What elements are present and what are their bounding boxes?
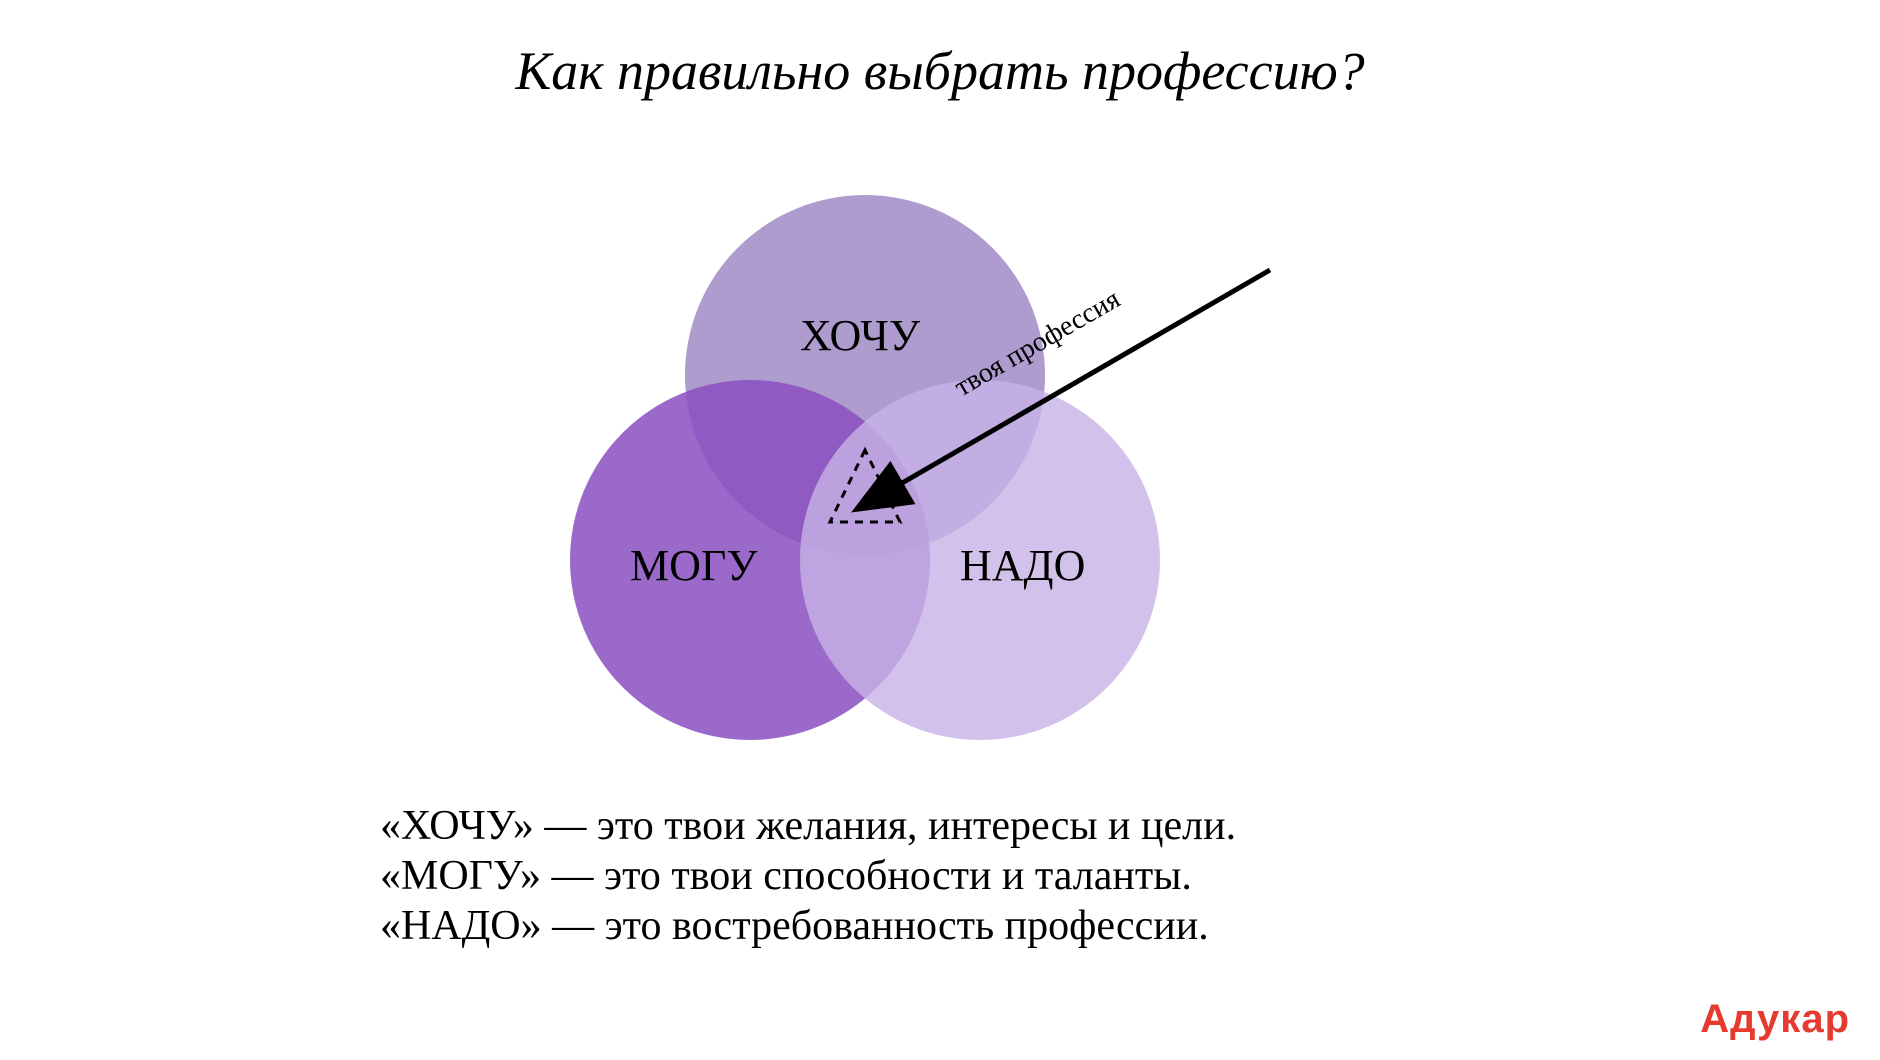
venn-diagram: ХОЧУ МОГУ НАДО твоя профессия: [490, 140, 1390, 780]
venn-label-right: НАДО: [960, 540, 1085, 591]
brand-logo: Адукар: [1700, 997, 1850, 1042]
venn-label-left: МОГУ: [630, 540, 758, 591]
venn-svg: [490, 140, 1390, 780]
venn-label-top: ХОЧУ: [800, 310, 920, 361]
legend-line-3: «НАДО» — это востребованность профессии.: [380, 902, 1236, 950]
page-title: Как правильно выбрать профессию?: [0, 40, 1880, 102]
legend-line-1: «ХОЧУ» — это твои желания, интересы и це…: [380, 802, 1236, 850]
legend: «ХОЧУ» — это твои желания, интересы и це…: [380, 800, 1236, 952]
brand-rest: дукар: [1730, 997, 1850, 1041]
legend-line-2: «МОГУ» — это твои способности и таланты.: [380, 852, 1236, 900]
brand-first-letter: А: [1700, 997, 1730, 1041]
